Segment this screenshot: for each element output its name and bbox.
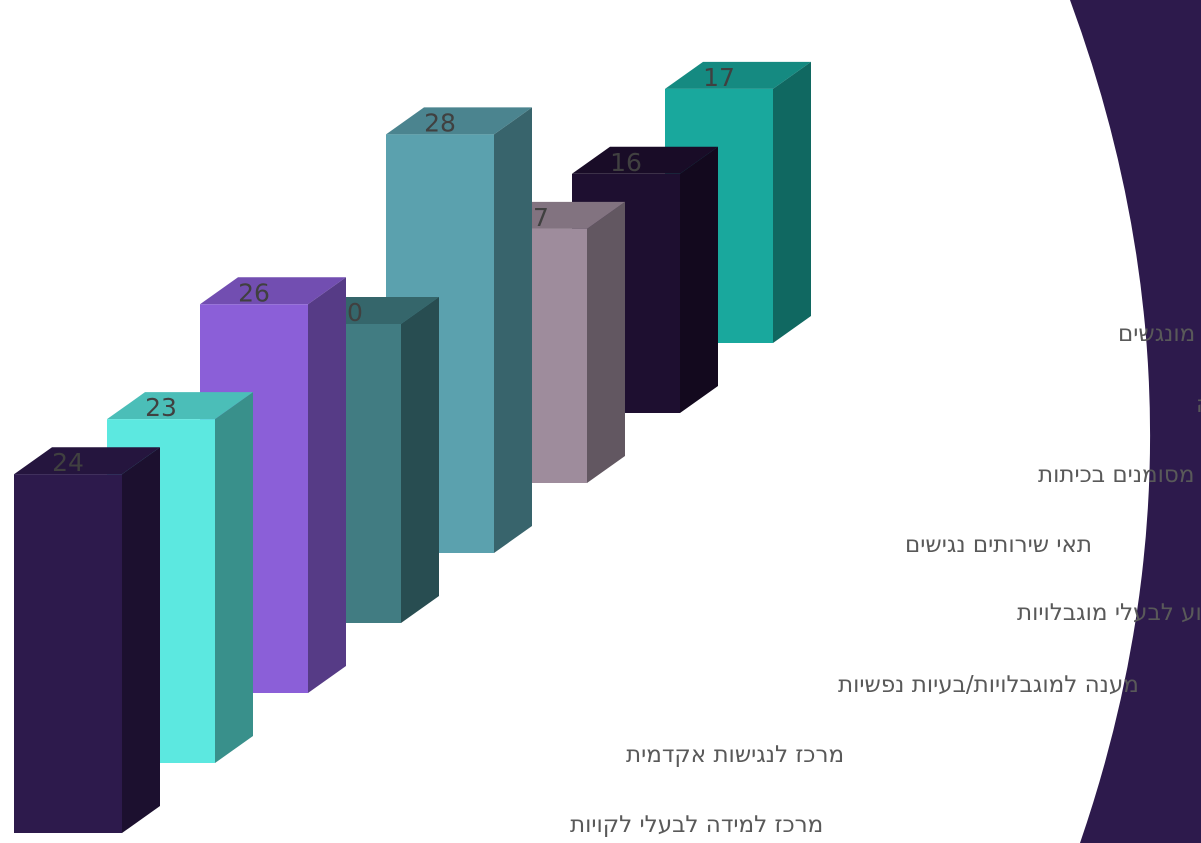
bar-top-face: [665, 61, 811, 89]
category-label: עזרים טכנולוגים לסיוע לבעלי מוגבלויות: [1017, 600, 1201, 626]
decorative-arc-shape: [1070, 0, 1201, 843]
bar-top-face: [386, 107, 532, 135]
bar: 24: [14, 447, 160, 833]
data-label: 24: [52, 448, 84, 477]
data-label: 17: [703, 63, 735, 92]
bar-side-face: [308, 277, 346, 693]
data-label: 26: [238, 278, 270, 307]
data-label: 28: [424, 108, 456, 137]
category-label: אירועים מונגשים: [1118, 321, 1201, 347]
category-label: מרכז נגישות/מענה אחר באגודה: [1196, 392, 1201, 418]
bar-side-face: [401, 297, 439, 623]
category-label: מרכז למידה לבעלי לקויות: [570, 812, 823, 838]
bar-side-face: [494, 107, 532, 554]
data-label: 23: [145, 393, 177, 422]
data-label: 16: [610, 148, 642, 177]
category-labels-group: מרכז למידה לבעלי לקויות מרכז לנגישות אקדמ…: [570, 321, 1201, 838]
bar-side-face: [587, 201, 625, 483]
bar-side-face: [215, 392, 253, 763]
bar-front-face: [14, 474, 122, 833]
category-label: תאי שירותים נגישים: [905, 532, 1092, 558]
bar-top-face: [572, 146, 718, 174]
bar-top-face: [14, 447, 160, 475]
bar-side-face: [122, 447, 160, 833]
category-label: מענה למוגבלויות/בעיות נפשיות: [838, 672, 1139, 698]
bar-top-face: [200, 277, 346, 305]
bar-side-face: [680, 146, 718, 414]
category-label: מרכז לנגישות אקדמית: [626, 742, 844, 768]
category-label: מקומות מסומנים בכיתות: [1038, 462, 1201, 488]
bar-top-face: [107, 392, 253, 420]
bar-side-face: [773, 61, 811, 343]
